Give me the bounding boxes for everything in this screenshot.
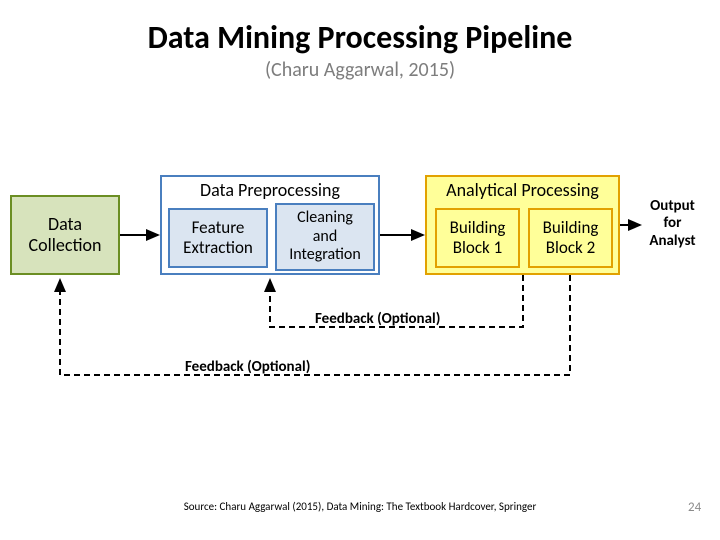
stage-analytical-label: Analytical Processing xyxy=(425,179,620,201)
box-feature-extraction: FeatureExtraction xyxy=(168,208,268,268)
slide-number: 24 xyxy=(688,500,701,515)
stage-data-collection-label: DataCollection xyxy=(29,214,102,255)
box-building-block-1-label: BuildingBlock 1 xyxy=(450,218,506,257)
box-building-block-2: BuildingBlock 2 xyxy=(528,208,613,268)
box-building-block-1: BuildingBlock 1 xyxy=(435,208,520,268)
feedback-lower-label: Feedback (Optional) xyxy=(185,358,310,376)
output-for-analyst: OutputforAnalyst xyxy=(635,198,710,250)
source-citation: Source: Charu Aggarwal (2015), Data Mini… xyxy=(0,500,720,513)
feedback-upper-label: Feedback (Optional) xyxy=(315,310,440,328)
box-building-block-2-label: BuildingBlock 2 xyxy=(543,218,599,257)
slide-subtitle: (Charu Aggarwal, 2015) xyxy=(0,58,720,82)
stage-data-collection: DataCollection xyxy=(10,195,120,275)
box-feature-extraction-label: FeatureExtraction xyxy=(183,218,253,257)
box-cleaning-integration: CleaningandIntegration xyxy=(275,203,375,271)
stage-preprocessing-label: Data Preprocessing xyxy=(160,179,380,201)
slide-title: Data Mining Processing Pipeline xyxy=(0,18,720,57)
box-cleaning-integration-label: CleaningandIntegration xyxy=(289,209,361,264)
